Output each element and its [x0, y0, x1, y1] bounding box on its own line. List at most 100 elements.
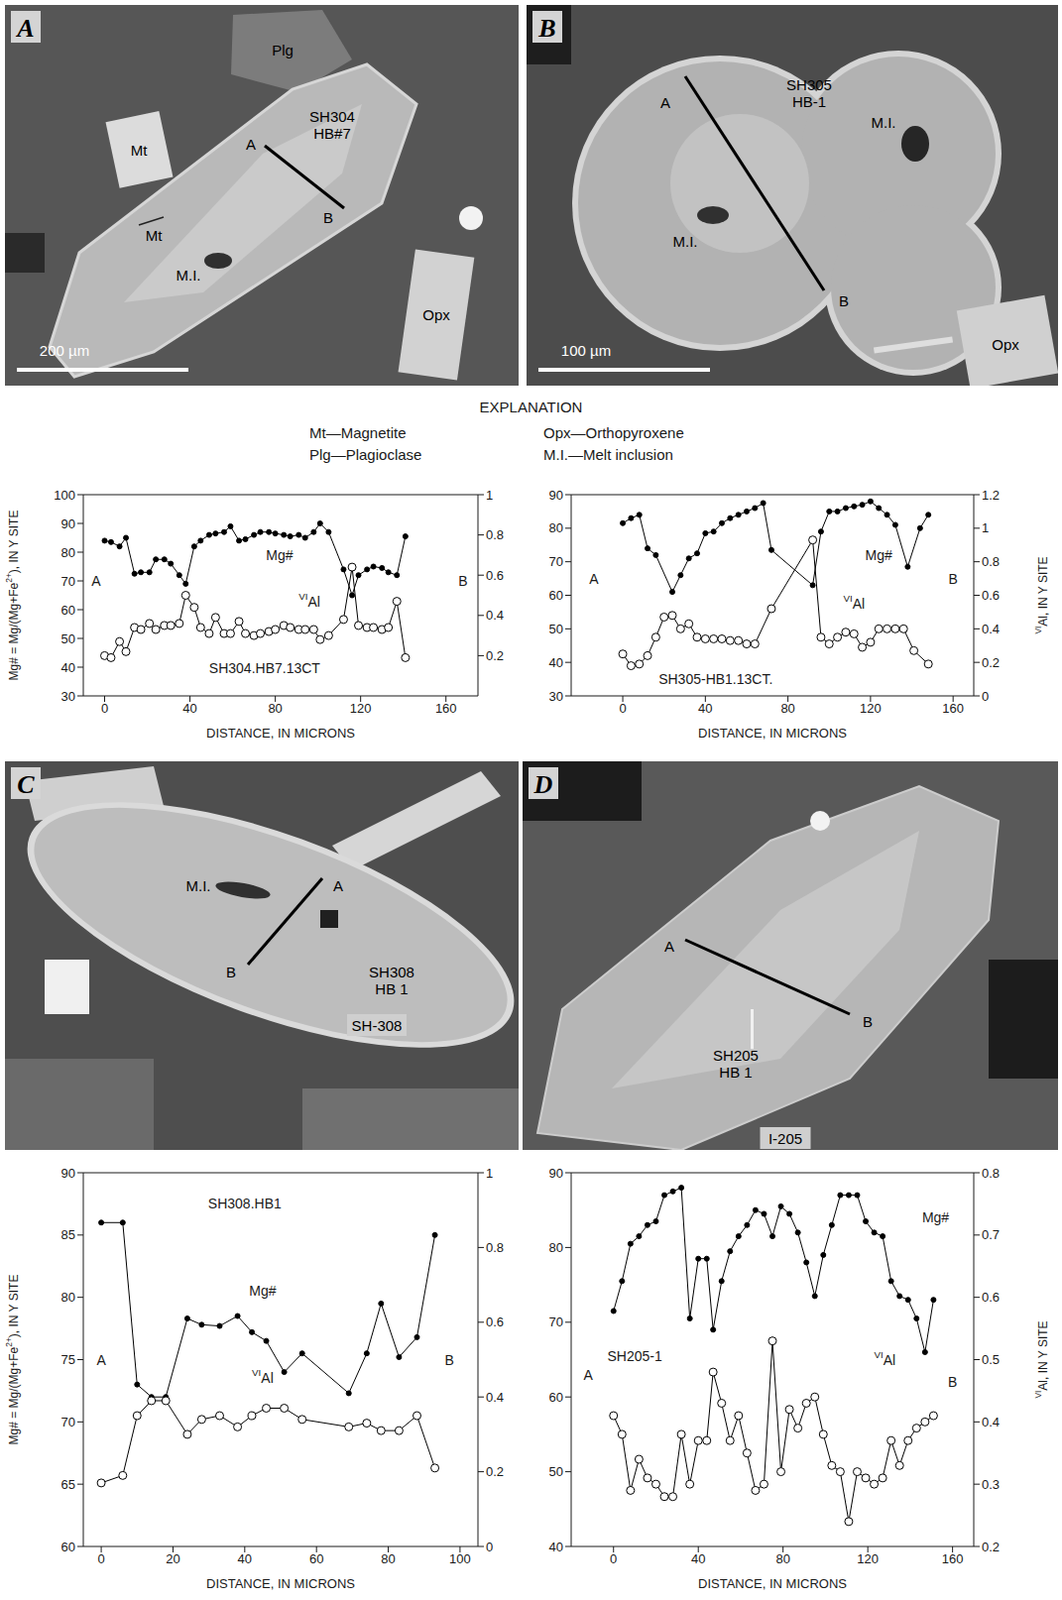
svg-text:50: 50: [549, 621, 564, 637]
svg-text:160: 160: [942, 1551, 964, 1567]
svg-text:1: 1: [981, 520, 989, 536]
svg-text:40: 40: [237, 1551, 252, 1567]
svg-text:0.5: 0.5: [981, 1352, 1000, 1368]
svg-text:Plg: Plg: [271, 41, 294, 59]
svg-text:VIAl: VIAl: [873, 1348, 896, 1369]
svg-text:0.2: 0.2: [981, 655, 1000, 671]
svg-text:80: 80: [61, 545, 76, 561]
svg-text:Mg#: Mg#: [248, 1283, 276, 1299]
svg-text:50: 50: [61, 631, 76, 647]
svg-text:0.4: 0.4: [485, 1390, 504, 1406]
svg-text:80: 80: [549, 520, 564, 536]
svg-text:40: 40: [691, 1551, 706, 1567]
svg-text:40: 40: [182, 701, 197, 716]
svg-text:90: 90: [549, 487, 564, 503]
svg-text:90: 90: [61, 516, 76, 532]
svg-text:60: 60: [549, 1390, 564, 1406]
svg-text:0: 0: [485, 1539, 493, 1555]
svg-text:B: B: [947, 1374, 957, 1391]
svg-text:0.6: 0.6: [485, 568, 504, 584]
svg-text:30: 30: [549, 689, 564, 705]
svg-text:Mg# = Mg/(Mg+Fe2+), IN Y SITE: Mg# = Mg/(Mg+Fe2+), IN Y SITE: [3, 1275, 21, 1446]
svg-text:80: 80: [775, 1551, 790, 1567]
svg-text:B: B: [323, 209, 334, 227]
svg-text:80: 80: [61, 1290, 76, 1305]
svg-text:30: 30: [61, 689, 76, 705]
svg-text:90: 90: [61, 1166, 76, 1181]
svg-text:200 µm: 200 µm: [39, 342, 90, 359]
svg-text:80: 80: [267, 701, 282, 716]
svg-text:Mg#: Mg#: [265, 547, 293, 564]
svg-text:B: B: [838, 292, 849, 310]
svg-text:VIAl: VIAl: [842, 591, 865, 612]
svg-text:0.2: 0.2: [485, 1464, 504, 1480]
svg-text:100: 100: [449, 1551, 472, 1567]
svg-text:0: 0: [609, 1551, 617, 1567]
svg-text:VIAl, IN Y SITE: VIAl, IN Y SITE: [1033, 556, 1051, 634]
svg-text:0: 0: [618, 701, 626, 716]
svg-text:SH304HB#7: SH304HB#7: [309, 108, 355, 142]
svg-text:90: 90: [549, 1166, 564, 1181]
svg-text:DISTANCE, IN MICRONS: DISTANCE, IN MICRONS: [698, 1576, 847, 1592]
svg-text:DISTANCE, IN MICRONS: DISTANCE, IN MICRONS: [206, 1576, 355, 1592]
svg-text:B: B: [226, 963, 236, 981]
svg-text:0.4: 0.4: [981, 621, 1000, 637]
svg-text:B: B: [862, 1013, 873, 1031]
svg-text:75: 75: [61, 1352, 76, 1368]
svg-text:100 µm: 100 µm: [561, 342, 611, 359]
svg-text:0: 0: [981, 689, 989, 705]
svg-text:0.8: 0.8: [485, 1240, 504, 1256]
svg-text:A: A: [91, 573, 102, 590]
svg-text:SH304.HB7.13CT: SH304.HB7.13CT: [209, 660, 322, 677]
svg-text:0.6: 0.6: [485, 1314, 504, 1330]
svg-text:B: B: [458, 573, 468, 590]
svg-text:0: 0: [101, 701, 109, 716]
svg-text:60: 60: [61, 602, 76, 618]
svg-text:120: 120: [859, 701, 882, 716]
svg-text:Mt: Mt: [145, 227, 163, 244]
svg-text:0.7: 0.7: [981, 1227, 1000, 1243]
svg-text:Mg# = Mg/(Mg+Fe2+), IN Y SITE: Mg# = Mg/(Mg+Fe2+), IN Y SITE: [3, 510, 21, 682]
svg-text:C: C: [16, 770, 35, 800]
svg-text:SH305HB-1: SH305HB-1: [786, 76, 832, 111]
svg-text:1: 1: [485, 487, 493, 503]
svg-text:0.4: 0.4: [981, 1415, 1000, 1430]
svg-text:0.2: 0.2: [981, 1539, 1000, 1555]
svg-text:SH308HB 1: SH308HB 1: [368, 963, 415, 998]
svg-text:0.8: 0.8: [485, 527, 504, 543]
svg-text:60: 60: [309, 1551, 324, 1567]
svg-text:Mt: Mt: [130, 141, 148, 159]
svg-text:Opx: Opx: [422, 306, 451, 324]
svg-text:Mg#: Mg#: [865, 547, 893, 564]
svg-text:40: 40: [61, 660, 76, 676]
svg-text:B: B: [444, 1352, 454, 1369]
svg-text:0.4: 0.4: [485, 607, 504, 623]
svg-text:SH305-HB1.13CT.: SH305-HB1.13CT.: [658, 671, 773, 688]
svg-text:40: 40: [549, 1539, 564, 1555]
svg-text:160: 160: [942, 701, 964, 716]
svg-text:80: 80: [780, 701, 795, 716]
svg-text:B: B: [948, 571, 958, 588]
svg-text:0.2: 0.2: [485, 648, 504, 664]
svg-text:0.3: 0.3: [981, 1477, 1000, 1493]
svg-text:120: 120: [350, 701, 372, 716]
svg-text:A: A: [14, 13, 34, 43]
svg-text:VIAl: VIAl: [298, 590, 321, 610]
svg-text:70: 70: [549, 554, 564, 570]
svg-text:A: A: [333, 877, 344, 895]
svg-text:20: 20: [165, 1551, 180, 1567]
svg-text:0: 0: [97, 1551, 105, 1567]
svg-text:65: 65: [61, 1477, 76, 1493]
svg-text:0.8: 0.8: [981, 1166, 1000, 1181]
svg-text:M.I.: M.I.: [871, 114, 897, 131]
svg-text:70: 70: [61, 1415, 76, 1430]
svg-text:A: A: [96, 1352, 107, 1369]
svg-text:Opx: Opx: [991, 336, 1020, 354]
svg-text:0.6: 0.6: [981, 588, 1000, 603]
svg-text:D: D: [533, 770, 554, 800]
svg-text:40: 40: [698, 701, 712, 716]
svg-text:85: 85: [61, 1227, 76, 1243]
svg-text:0.6: 0.6: [981, 1290, 1000, 1305]
svg-text:A: A: [583, 1367, 593, 1384]
svg-text:1: 1: [485, 1166, 493, 1181]
